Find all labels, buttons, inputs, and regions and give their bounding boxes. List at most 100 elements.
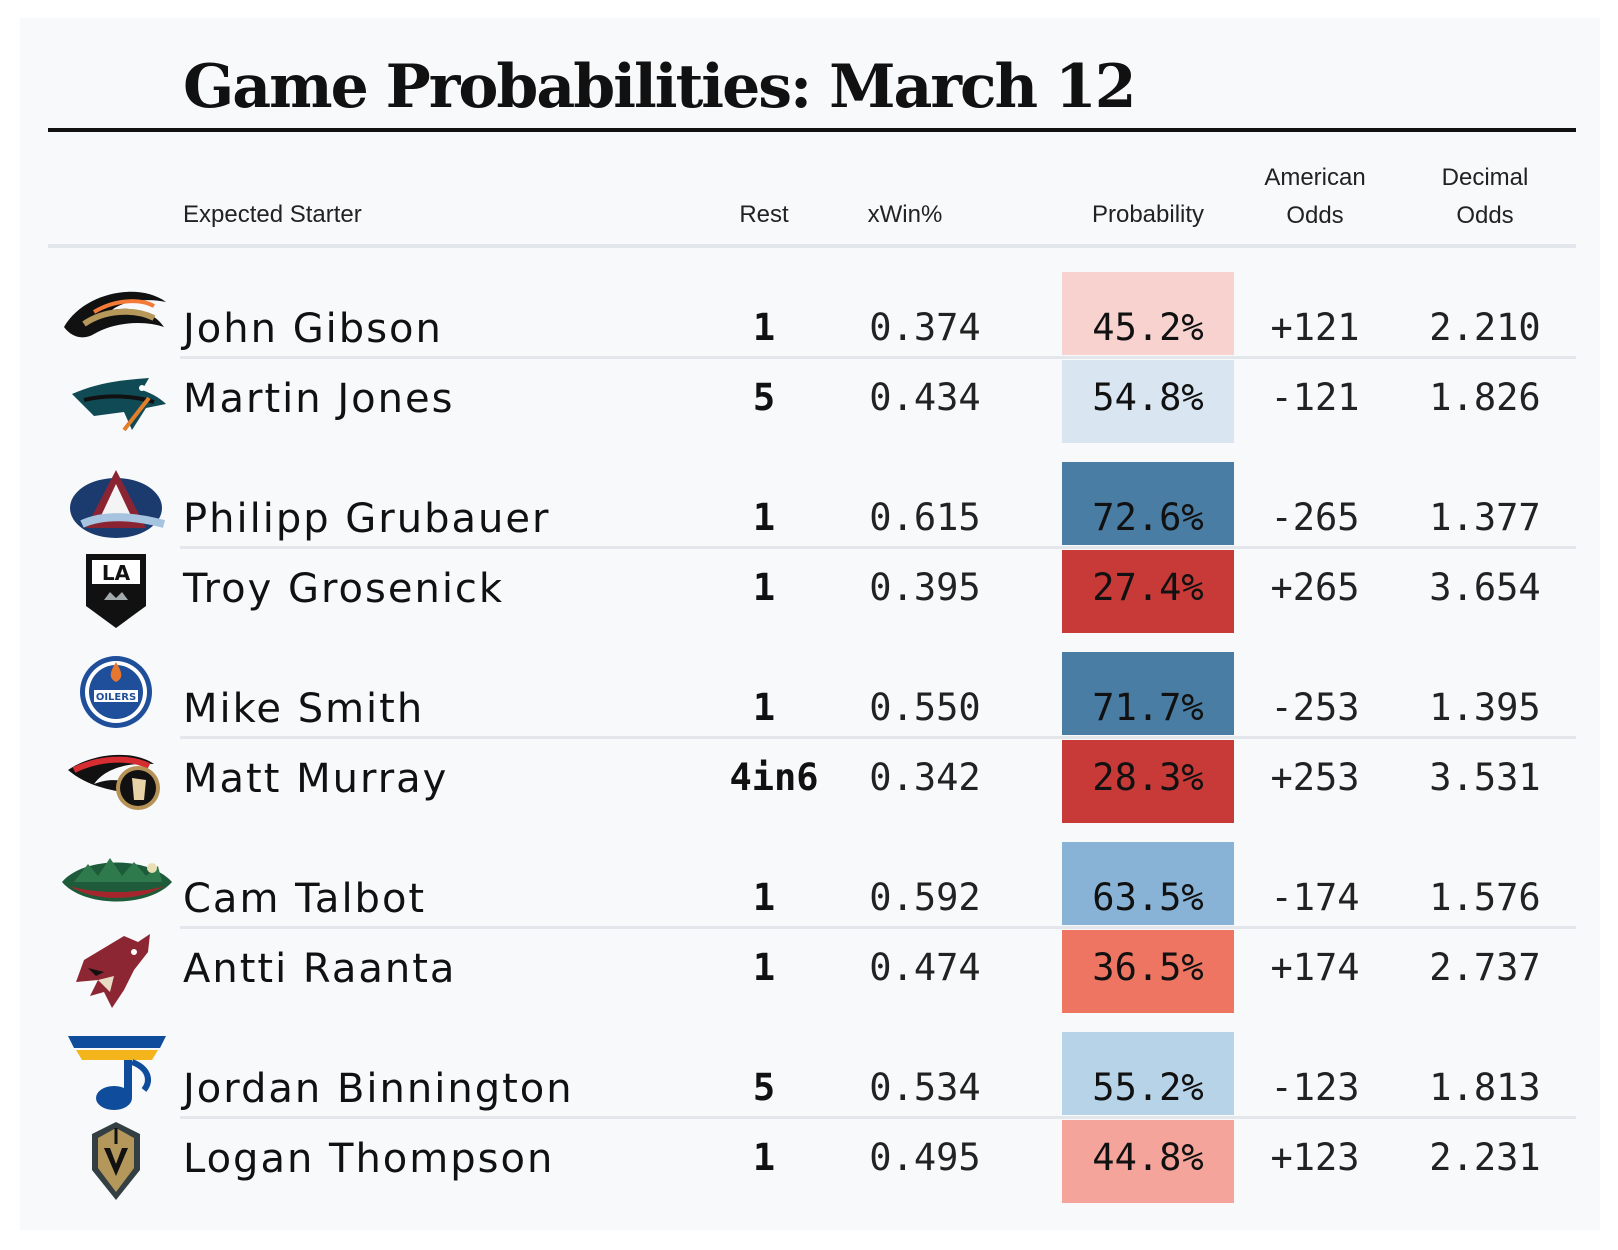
american-odds-value: +121: [1270, 306, 1360, 349]
probability-cell: 54.8%: [1062, 360, 1234, 443]
decimal-odds-value: 1.576: [1429, 876, 1541, 919]
table-row: Philipp Grubauer 1 0.615 72.6% -265 1.37…: [0, 462, 1618, 547]
starter-name: Martin Jones: [183, 376, 455, 422]
row-divider: [180, 736, 1576, 739]
probability-cell: 63.5%: [1062, 842, 1234, 925]
table-row: Matt Murray 4in6 0.342 28.3% +253 3.531: [0, 740, 1618, 825]
rest-value: 5: [752, 376, 776, 419]
decimal-odds-value: 1.395: [1429, 686, 1541, 729]
probability-cell: 72.6%: [1062, 462, 1234, 545]
starter-name: Cam Talbot: [183, 876, 427, 922]
page-title: Game Probabilities: March 12: [183, 52, 1137, 122]
xwin-value: 0.374: [869, 306, 981, 349]
decimal-odds-value: 3.654: [1429, 566, 1541, 609]
xwin-value: 0.550: [869, 686, 981, 729]
decimal-odds-value: 2.231: [1429, 1136, 1541, 1179]
xwin-value: 0.592: [869, 876, 981, 919]
rest-value: 1: [752, 946, 776, 989]
header-decimal-line2: Odds: [1456, 202, 1514, 229]
avalanche-logo-icon: [54, 462, 179, 544]
probability-value: 44.8%: [1092, 1136, 1204, 1179]
american-odds-value: -123: [1270, 1066, 1360, 1109]
title-divider: [48, 128, 1576, 132]
probability-value: 27.4%: [1092, 566, 1204, 609]
table-row: Martin Jones 5 0.434 54.8% -121 1.826: [0, 360, 1618, 445]
probability-value: 36.5%: [1092, 946, 1204, 989]
starter-name: John Gibson: [183, 306, 443, 352]
header-decimal-line1: Decimal: [1441, 164, 1529, 191]
game-probabilities-card: [20, 18, 1600, 1230]
american-odds-value: +265: [1270, 566, 1360, 609]
golden-knights-logo-icon: [54, 1120, 179, 1202]
table-row: LA Troy Grosenick 1 0.395 27.4% +265 3.6…: [0, 550, 1618, 635]
row-divider: [180, 546, 1576, 549]
header-rest: Rest: [739, 201, 789, 228]
probability-value: 55.2%: [1092, 1066, 1204, 1109]
rest-value: 1: [752, 306, 776, 349]
american-odds-value: -121: [1270, 376, 1360, 419]
rest-value: 1: [752, 876, 776, 919]
probability-cell: 44.8%: [1062, 1120, 1234, 1203]
table-row: Cam Talbot 1 0.592 63.5% -174 1.576: [0, 842, 1618, 927]
sharks-logo-icon: [54, 360, 179, 442]
rest-value: 5: [752, 1066, 776, 1109]
american-odds-value: -265: [1270, 496, 1360, 539]
starter-name: Logan Thompson: [183, 1136, 555, 1182]
wild-logo-icon: [54, 842, 179, 924]
xwin-value: 0.615: [869, 496, 981, 539]
probability-value: 71.7%: [1092, 686, 1204, 729]
probability-value: 45.2%: [1092, 306, 1204, 349]
starter-name: Antti Raanta: [183, 946, 457, 992]
header-divider: [48, 244, 1576, 248]
row-divider: [180, 1116, 1576, 1119]
header-probability: Probability: [1091, 201, 1205, 228]
decimal-odds-value: 1.826: [1429, 376, 1541, 419]
rest-value: 1: [752, 566, 776, 609]
rest-value: 1: [752, 686, 776, 729]
kings-logo-icon: LA: [54, 550, 179, 632]
decimal-odds-value: 2.210: [1429, 306, 1541, 349]
rest-value: 1: [752, 496, 776, 539]
american-odds-value: +174: [1270, 946, 1360, 989]
header-decimal-odds: Decimal Odds: [1405, 159, 1565, 235]
table-row: OILERS Mike Smith 1 0.550 71.7% -253 1.3…: [0, 652, 1618, 737]
probability-value: 63.5%: [1092, 876, 1204, 919]
xwin-value: 0.495: [869, 1136, 981, 1179]
rest-value: 4in6: [729, 756, 819, 799]
decimal-odds-value: 2.737: [1429, 946, 1541, 989]
header-american-line1: American: [1264, 164, 1366, 191]
coyotes-logo-icon: [54, 930, 179, 1012]
header-xwin: xWin%: [867, 201, 943, 228]
blues-logo-icon: [54, 1032, 179, 1114]
row-divider: [180, 926, 1576, 929]
svg-text:OILERS: OILERS: [96, 692, 136, 703]
oilers-logo-icon: OILERS: [54, 652, 179, 734]
probability-cell: 71.7%: [1062, 652, 1234, 735]
row-divider: [180, 356, 1576, 359]
xwin-value: 0.474: [869, 946, 981, 989]
starter-name: Jordan Binnington: [183, 1066, 574, 1112]
starter-name: Philipp Grubauer: [183, 496, 551, 542]
probability-cell: 55.2%: [1062, 1032, 1234, 1115]
decimal-odds-value: 1.377: [1429, 496, 1541, 539]
starter-name: Troy Grosenick: [183, 566, 505, 612]
american-odds-value: -253: [1270, 686, 1360, 729]
probability-value: 28.3%: [1092, 756, 1204, 799]
table-row: Jordan Binnington 5 0.534 55.2% -123 1.8…: [0, 1032, 1618, 1117]
table-row: John Gibson 1 0.374 45.2% +121 2.210: [0, 272, 1618, 357]
xwin-value: 0.342: [869, 756, 981, 799]
probability-cell: 27.4%: [1062, 550, 1234, 633]
header-expected-starter: Expected Starter: [183, 201, 362, 228]
probability-cell: 45.2%: [1062, 272, 1234, 355]
probability-value: 72.6%: [1092, 496, 1204, 539]
ducks-logo-icon: [54, 272, 179, 354]
probability-cell: 36.5%: [1062, 930, 1234, 1013]
xwin-value: 0.534: [869, 1066, 981, 1109]
xwin-value: 0.395: [869, 566, 981, 609]
decimal-odds-value: 3.531: [1429, 756, 1541, 799]
starter-name: Matt Murray: [183, 756, 449, 802]
table-row: Antti Raanta 1 0.474 36.5% +174 2.737: [0, 930, 1618, 1015]
american-odds-value: +123: [1270, 1136, 1360, 1179]
header-american-odds: American Odds: [1235, 159, 1395, 235]
header-american-line2: Odds: [1286, 202, 1344, 229]
